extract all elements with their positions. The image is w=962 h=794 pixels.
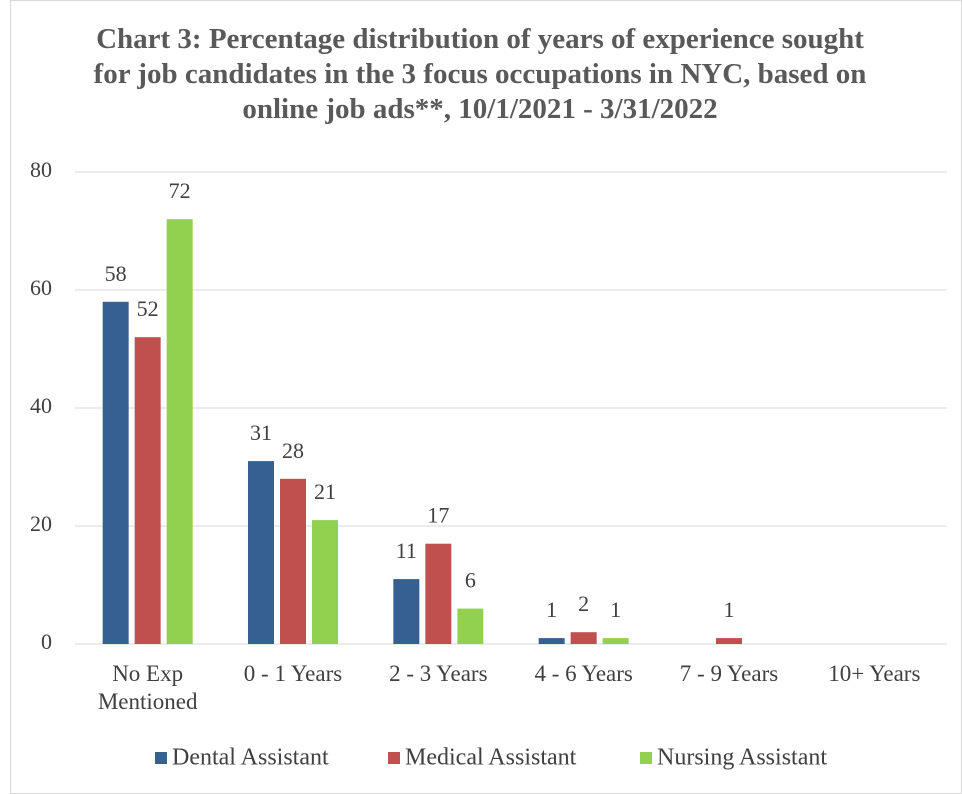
chart-title: Chart 3: Percentage distribution of year… (93, 23, 867, 125)
y-tick-label: 20 (30, 511, 52, 536)
data-label: 1 (546, 597, 557, 622)
bar (457, 608, 484, 644)
x-tick-label: 0 - 1 Years (243, 661, 343, 686)
x-tick-label: 2 - 3 Years (389, 661, 488, 686)
legend-swatch (388, 752, 400, 764)
data-label: 17 (427, 503, 449, 528)
bar (570, 632, 597, 644)
bar (166, 219, 193, 644)
y-tick-label: 80 (30, 157, 52, 182)
data-label: 1 (610, 597, 621, 622)
bar (425, 543, 452, 644)
bar (248, 461, 274, 644)
bar (716, 638, 742, 644)
x-tick-label: 10+ Years (828, 661, 921, 686)
legend-label: Medical Assistant (405, 745, 577, 771)
bar (393, 579, 420, 644)
legend-label: Dental Assistant (172, 745, 329, 771)
data-label: 6 (465, 568, 476, 593)
data-label: 31 (250, 420, 272, 445)
bar (538, 638, 565, 644)
bar (102, 301, 129, 644)
y-tick-label: 60 (30, 275, 52, 300)
x-tick-label: 4 - 6 Years (534, 661, 633, 686)
data-label: 2 (578, 591, 589, 616)
data-label: 1 (724, 597, 735, 622)
legend-swatch (155, 752, 167, 764)
x-tick-label: No Exp Mentioned (97, 661, 198, 714)
legend-swatch (640, 752, 652, 764)
y-tick-label: 40 (30, 393, 52, 418)
data-label: 58 (105, 261, 127, 286)
bar (312, 520, 338, 644)
data-label: 11 (396, 538, 417, 563)
bar (280, 478, 306, 644)
x-tick-label: 7 - 9 Years (679, 661, 779, 686)
bar (134, 337, 161, 644)
data-label: 28 (282, 438, 304, 463)
legend-label: Nursing Assistant (657, 745, 827, 771)
y-tick-label: 0 (41, 629, 52, 654)
data-label: 21 (314, 479, 336, 504)
data-label: 72 (169, 178, 191, 203)
bar (602, 638, 629, 644)
data-label: 52 (137, 296, 159, 321)
